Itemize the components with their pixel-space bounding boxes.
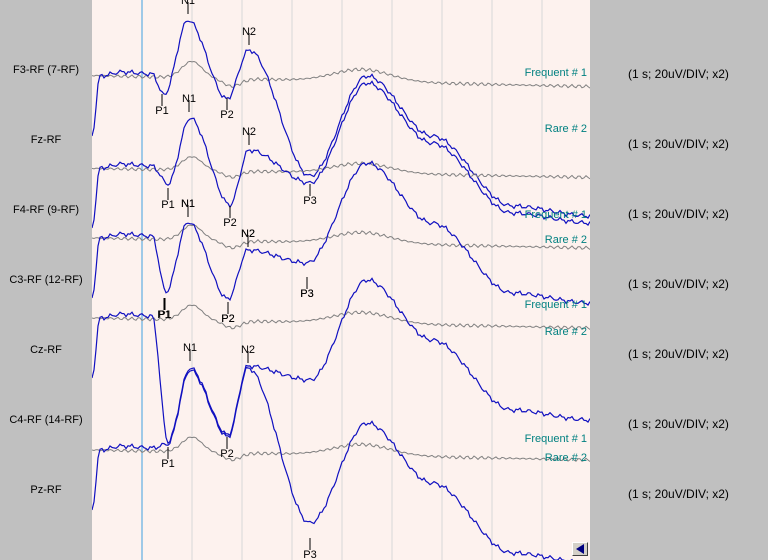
channel-label-pz: Pz-RF: [30, 484, 62, 496]
trace-label-frequent: Frequent # 1: [525, 433, 587, 445]
frequent-trace: [92, 156, 590, 180]
scale-label-f4: (1 s; 20uV/DIV; x2): [628, 207, 729, 221]
peak-label-n2: N2: [241, 228, 255, 240]
frequent-trace: [92, 436, 590, 462]
peak-label-p3: P3: [303, 195, 316, 207]
channel-label-c4: C4-RF (14-RF): [9, 414, 83, 426]
scale-label-fz: (1 s; 20uV/DIV; x2): [628, 137, 729, 151]
channel-label-fz: Fz-RF: [30, 134, 62, 146]
channel-label-cz: Cz-RF: [30, 344, 62, 356]
scale-label-cz: (1 s; 20uV/DIV; x2): [628, 347, 729, 361]
frequent-trace: [92, 304, 590, 330]
trace-label-rare: Rare # 2: [545, 326, 587, 338]
channel-label-c3: C3-RF (12-RF): [9, 274, 83, 286]
scroll-left-button[interactable]: [572, 542, 588, 556]
peak-label-n1: N1: [181, 0, 195, 7]
scale-label-c4: (1 s; 20uV/DIV; x2): [628, 417, 729, 431]
peak-label-p2: P2: [221, 313, 234, 325]
channel-label-f3: F3-RF (7-RF): [13, 64, 79, 76]
triangle-left-icon: [576, 544, 584, 554]
peak-label-p3: P3: [303, 549, 316, 560]
scale-label-c3: (1 s; 20uV/DIV; x2): [628, 277, 729, 291]
peak-label-p3: P3: [300, 288, 313, 300]
peak-label-p2: P2: [221, 313, 234, 325]
channel-label-panel: F3-RF (7-RF) Fz-RF F4-RF (9-RF) C3-RF (1…: [0, 0, 92, 560]
peak-label-p1: P1: [157, 309, 170, 321]
rare-trace: [92, 366, 583, 560]
trace-label-frequent: Frequent # 1: [525, 299, 587, 311]
peak-label-n1: N1: [182, 93, 196, 105]
scale-label-pz: (1 s; 20uV/DIV; x2): [628, 487, 729, 501]
peak-label-p1: P1: [155, 105, 168, 117]
scale-panel: (1 s; 20uV/DIV; x2) (1 s; 20uV/DIV; x2) …: [590, 0, 768, 560]
peak-label-n2: N2: [241, 228, 255, 240]
trace-label-frequent: Frequent # 1: [525, 209, 587, 221]
peak-label-p2: P2: [220, 109, 233, 121]
trace-label-rare: Rare # 2: [545, 452, 587, 464]
peak-label-n2: N2: [242, 26, 256, 38]
peak-label-p2: P2: [220, 448, 233, 460]
trace-label-rare: Rare # 2: [545, 123, 587, 135]
scale-label-f3: (1 s; 20uV/DIV; x2): [628, 67, 729, 81]
rare-trace: [92, 277, 590, 445]
trace-label-rare: Rare # 2: [545, 234, 587, 246]
peak-label-n2: N2: [241, 344, 255, 356]
trace-label-frequent: Frequent # 1: [525, 67, 587, 79]
rare-trace: [92, 80, 590, 229]
peak-label-n1: N1: [181, 198, 195, 210]
peak-label-n1: N1: [183, 342, 197, 354]
frequent-trace: [92, 224, 590, 250]
peak-label-p1: P1: [161, 458, 174, 470]
channel-label-f4: F4-RF (9-RF): [13, 204, 79, 216]
rare-trace: [92, 160, 590, 307]
frequent-trace: [92, 60, 590, 89]
peak-label-p1: P1: [161, 199, 174, 211]
rare-trace: [92, 20, 590, 220]
peak-label-p3: P3: [300, 288, 313, 300]
waveform-plot[interactable]: P1 N1 P2 N2 P1 N1 P2 N2 P3 P1 N1 P2 N2 P3 P1 N1 P2 N2 P3 P1…: [92, 0, 590, 560]
peak-label-n2: N2: [242, 126, 256, 138]
waveform-canvas[interactable]: P1N1P2N2P1N1P2N2P3P1N1P2N2P3P1N1P2N2P3P1…: [92, 0, 590, 560]
peak-label-n1: N1: [181, 198, 195, 210]
peak-label-p2: P2: [223, 217, 236, 229]
